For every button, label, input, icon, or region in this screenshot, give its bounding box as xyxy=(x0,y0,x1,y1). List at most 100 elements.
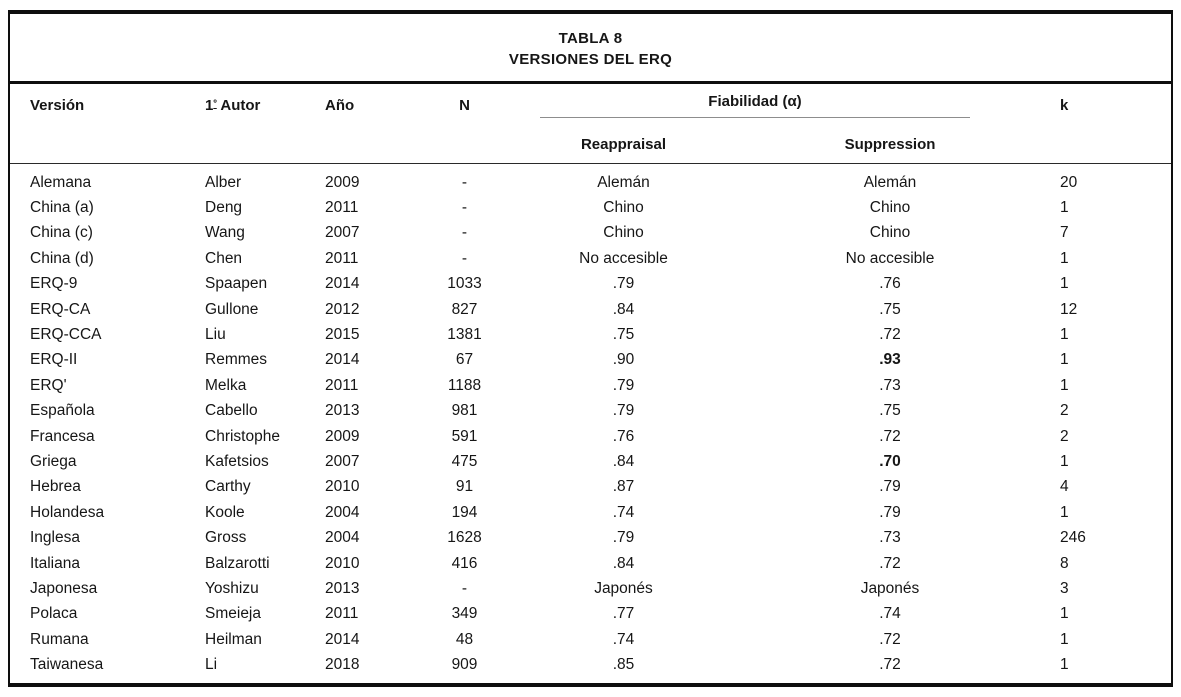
cell-version: China (c) xyxy=(30,224,93,242)
cell-n: 1033 xyxy=(447,275,482,293)
cell-reappraisal: Japonés xyxy=(594,580,653,597)
table-row: Rumana Heilman 2014 48 .74 .72 1 xyxy=(10,627,1171,652)
cell-k: 1 xyxy=(1060,325,1069,343)
cell-suppression: .70 xyxy=(879,452,901,470)
cell-autor: Li xyxy=(205,656,218,674)
cell-version: Griega xyxy=(30,452,77,470)
cell-ano: 2007 xyxy=(325,224,360,242)
table-row: Italiana Balzarotti 2010 416 .84 .72 8 xyxy=(10,551,1171,576)
cell-k: 4 xyxy=(1060,478,1069,496)
cell-reappraisal: .79 xyxy=(612,275,635,293)
cell-version: Alemana xyxy=(30,173,92,191)
column-header-fiabilidad: Fiabilidad (α) xyxy=(527,84,1060,126)
cell-suppression: .79 xyxy=(879,478,901,496)
cell-k: 2 xyxy=(1060,402,1069,420)
table-row: Hebrea Carthy 2010 91 .87 .79 4 xyxy=(10,474,1171,499)
cell-suppression: .73 xyxy=(879,376,901,394)
table-row: Taiwanesa Li 2018 909 .85 .72 1 xyxy=(10,652,1171,677)
cell-n: - xyxy=(461,173,468,191)
cell-ano: 2011 xyxy=(325,376,359,394)
cell-reappraisal: .74 xyxy=(612,630,635,648)
table-caption: VERSIONES DEL ERQ xyxy=(508,51,673,68)
cell-n: 194 xyxy=(451,503,478,521)
cell-ano: 2012 xyxy=(325,300,360,318)
cell-version: Francesa xyxy=(30,427,95,445)
table-row: China (d) Chen 2011 - No accesible No ac… xyxy=(10,246,1171,271)
table-body: Alemana Alber 2009 - Alemán Alemán 20 Ch… xyxy=(10,163,1171,678)
cell-autor: Liu xyxy=(205,325,226,343)
cell-suppression: Chino xyxy=(869,198,911,216)
cell-suppression: .72 xyxy=(879,325,901,343)
cell-reappraisal: .84 xyxy=(612,300,635,318)
cell-k: 1 xyxy=(1060,376,1069,394)
table-row: Inglesa Gross 2004 1628 .79 .73 246 xyxy=(10,525,1171,550)
cell-n: 1381 xyxy=(447,325,482,343)
cell-n: - xyxy=(461,198,468,216)
table-frame: TABLA 8 VERSIONES DEL ERQ Versión 1º Aut… xyxy=(8,10,1173,687)
cell-k: 1 xyxy=(1060,605,1069,623)
column-header-suppression: Suppression xyxy=(720,126,1060,164)
table-row: ERQ-CCA Liu 2015 1381 .75 .72 1 xyxy=(10,322,1171,347)
cell-k: 12 xyxy=(1060,300,1078,318)
column-header-ano: Año xyxy=(325,96,355,114)
cell-autor: Gullone xyxy=(205,300,259,318)
cell-ano: 2004 xyxy=(325,503,360,521)
cell-n: 91 xyxy=(455,478,474,496)
cell-k: 1 xyxy=(1060,503,1069,521)
cell-reappraisal: .84 xyxy=(612,452,635,470)
erq-versions-table: Versión 1º Autor Año N Fiabilidad (α) k … xyxy=(10,84,1171,678)
cell-k: 246 xyxy=(1060,529,1086,547)
cell-k: 3 xyxy=(1060,580,1069,597)
cell-suppression: Chino xyxy=(869,224,911,242)
cell-suppression: .74 xyxy=(879,605,901,623)
cell-suppression: .73 xyxy=(879,529,901,547)
cell-ano: 2014 xyxy=(325,630,360,648)
cell-n: 1628 xyxy=(447,529,482,547)
cell-version: Rumana xyxy=(30,630,89,648)
cell-ano: 2010 xyxy=(325,478,360,496)
cell-suppression: .72 xyxy=(879,427,901,445)
cell-autor: Koole xyxy=(205,503,245,521)
cell-k: 1 xyxy=(1060,630,1069,648)
cell-version: ERQ-9 xyxy=(30,275,78,293)
cell-reappraisal: .90 xyxy=(612,351,635,369)
cell-autor: Wang xyxy=(205,224,245,242)
cell-ano: 2009 xyxy=(325,427,360,445)
cell-k: 7 xyxy=(1060,224,1069,242)
cell-autor: Heilman xyxy=(205,630,262,648)
cell-version: Española xyxy=(30,402,95,420)
cell-ano: 2013 xyxy=(325,402,360,420)
cell-suppression: .75 xyxy=(879,402,901,420)
cell-autor: Cabello xyxy=(205,402,258,420)
cell-reappraisal: .85 xyxy=(612,656,635,674)
cell-suppression: .72 xyxy=(879,656,901,674)
cell-n: 349 xyxy=(451,605,478,623)
table-title: TABLA 8 VERSIONES DEL ERQ xyxy=(10,14,1171,84)
cell-suppression: .93 xyxy=(879,351,901,369)
cell-k: 1 xyxy=(1060,198,1069,216)
cell-k: 1 xyxy=(1060,452,1069,470)
header-row-main: Versión 1º Autor Año N Fiabilidad (α) k xyxy=(10,84,1171,126)
cell-suppression: .72 xyxy=(879,630,901,648)
cell-ano: 2011 xyxy=(325,605,359,623)
cell-version: ERQ-CCA xyxy=(30,325,102,343)
table-row: Holandesa Koole 2004 194 .74 .79 1 xyxy=(10,500,1171,525)
cell-reappraisal: .76 xyxy=(612,427,635,445)
cell-autor: Kafetsios xyxy=(205,452,269,470)
column-header-k: k xyxy=(1060,96,1069,114)
table-row: ERQ-CA Gullone 2012 827 .84 .75 12 xyxy=(10,297,1171,322)
cell-n: 416 xyxy=(451,554,478,572)
cell-ano: 2013 xyxy=(325,580,360,597)
column-header-autor: 1º Autor xyxy=(205,96,261,114)
cell-k: 20 xyxy=(1060,173,1078,191)
cell-n: - xyxy=(461,224,468,242)
cell-suppression: .75 xyxy=(879,300,901,318)
cell-ano: 2011 xyxy=(325,198,359,216)
table-row: ERQ-9 Spaapen 2014 1033 .79 .76 1 xyxy=(10,271,1171,296)
cell-k: 2 xyxy=(1060,427,1069,445)
cell-k: 1 xyxy=(1060,275,1069,293)
cell-autor: Spaapen xyxy=(205,275,268,293)
table-row: ERQ-II Remmes 2014 67 .90 .93 1 xyxy=(10,347,1171,372)
column-header-reappraisal: Reappraisal xyxy=(527,126,720,164)
cell-reappraisal: .75 xyxy=(612,325,635,343)
